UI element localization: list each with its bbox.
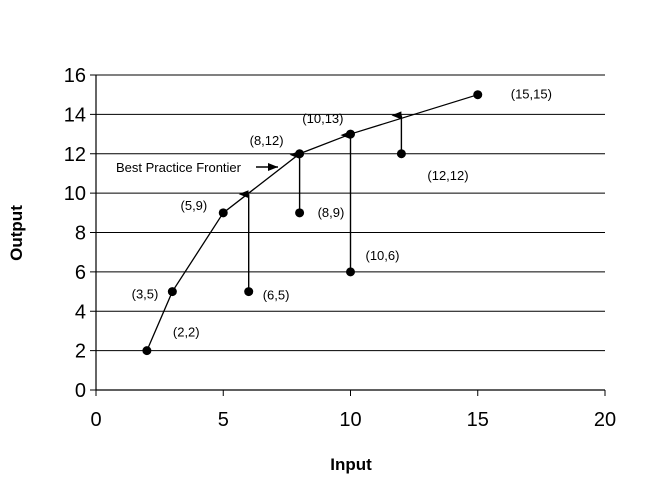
y-tick-label-8: 8 bbox=[75, 223, 86, 245]
data-point-8-9 bbox=[295, 208, 305, 218]
y-tick-label-4: 4 bbox=[75, 301, 86, 323]
x-tick-label-15: 15 bbox=[467, 409, 489, 431]
point-labels: (2,2) (3,5) (5,9) (8,12) (10,13) (15,15) (6,5)… bbox=[132, 87, 552, 340]
point-label-3-5: (3,5) bbox=[132, 287, 159, 302]
point-label-2-2: (2,2) bbox=[173, 325, 200, 340]
data-point-10-13 bbox=[346, 129, 355, 139]
data-point-15-15 bbox=[473, 90, 483, 100]
frontier-polyline bbox=[146, 94, 478, 351]
data-point-3-5 bbox=[167, 287, 177, 297]
point-label-10-13: (10,13) bbox=[302, 111, 343, 126]
y-tick-label-12: 12 bbox=[64, 144, 86, 166]
y-axis-label: Output bbox=[7, 205, 26, 261]
data-point-10-6 bbox=[346, 267, 355, 277]
x-tick-label-0: 0 bbox=[90, 409, 101, 431]
x-tick-label-10: 10 bbox=[339, 409, 361, 431]
point-label-10-6: (10,6) bbox=[366, 248, 400, 263]
point-label-8-9: (8,9) bbox=[318, 205, 345, 220]
point-label-15-15: (15,15) bbox=[511, 87, 552, 102]
x-tick-label-5: 5 bbox=[218, 409, 229, 431]
point-label-6-5: (6,5) bbox=[263, 288, 290, 303]
data-point-12-12 bbox=[396, 149, 406, 159]
point-label-5-9: (5,9) bbox=[181, 198, 208, 213]
y-tick-label-0: 0 bbox=[75, 380, 86, 402]
data-point-6-5 bbox=[244, 287, 254, 297]
data-point-2-2 bbox=[142, 346, 152, 356]
point-label-12-12: (12,12) bbox=[427, 168, 468, 183]
frontier-line bbox=[146, 94, 478, 351]
y-tick-label-6: 6 bbox=[75, 262, 86, 284]
data-point-5-9 bbox=[218, 208, 228, 218]
y-tick-label-14: 14 bbox=[64, 104, 86, 126]
y-tick-label-2: 2 bbox=[75, 341, 86, 363]
axes: 0 2 4 6 8 10 12 14 16 0 5 10 15 20 bbox=[64, 65, 616, 431]
x-axis-label: Input bbox=[330, 455, 372, 474]
projection-arrows bbox=[238, 111, 403, 292]
point-label-8-12: (8,12) bbox=[250, 133, 284, 148]
data-point-8-12 bbox=[295, 149, 305, 159]
y-tick-label-10: 10 bbox=[64, 183, 86, 205]
y-tick-label-16: 16 bbox=[64, 65, 86, 87]
data-points bbox=[142, 90, 483, 356]
x-tick-label-20: 20 bbox=[594, 409, 616, 431]
frontier-annotation: Best Practice Frontier bbox=[116, 160, 242, 175]
